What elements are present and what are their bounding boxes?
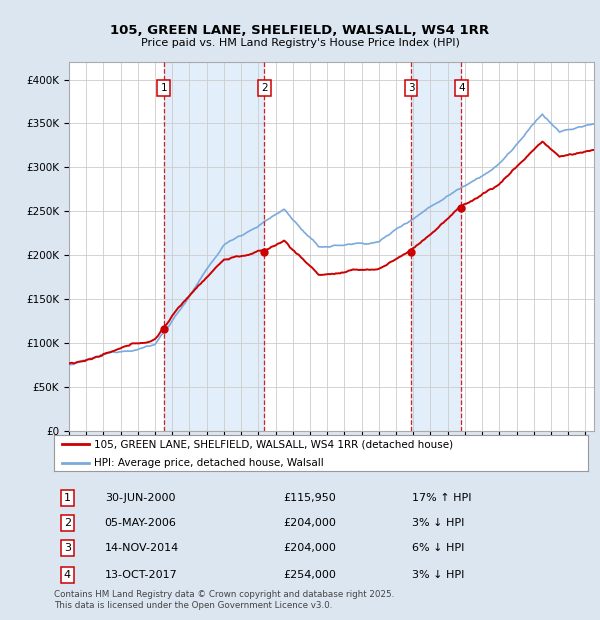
Text: 3% ↓ HPI: 3% ↓ HPI <box>412 570 464 580</box>
Text: 4: 4 <box>64 570 71 580</box>
Text: 105, GREEN LANE, SHELFIELD, WALSALL, WS4 1RR (detached house): 105, GREEN LANE, SHELFIELD, WALSALL, WS4… <box>94 439 453 450</box>
Text: 2: 2 <box>64 518 71 528</box>
Text: 3: 3 <box>64 543 71 554</box>
Text: 05-MAY-2006: 05-MAY-2006 <box>105 518 176 528</box>
Text: 105, GREEN LANE, SHELFIELD, WALSALL, WS4 1RR: 105, GREEN LANE, SHELFIELD, WALSALL, WS4… <box>110 25 490 37</box>
Text: £115,950: £115,950 <box>284 493 337 503</box>
Text: 14-NOV-2014: 14-NOV-2014 <box>105 543 179 554</box>
Text: 1: 1 <box>64 493 71 503</box>
Text: 13-OCT-2017: 13-OCT-2017 <box>105 570 178 580</box>
Text: £204,000: £204,000 <box>284 518 337 528</box>
Text: 1: 1 <box>160 83 167 94</box>
Text: £204,000: £204,000 <box>284 543 337 554</box>
Text: 3% ↓ HPI: 3% ↓ HPI <box>412 518 464 528</box>
Text: 30-JUN-2000: 30-JUN-2000 <box>105 493 175 503</box>
Text: HPI: Average price, detached house, Walsall: HPI: Average price, detached house, Wals… <box>94 458 324 468</box>
Text: 4: 4 <box>458 83 464 94</box>
Text: Contains HM Land Registry data © Crown copyright and database right 2025.
This d: Contains HM Land Registry data © Crown c… <box>54 590 394 609</box>
Text: £254,000: £254,000 <box>284 570 337 580</box>
Text: 6% ↓ HPI: 6% ↓ HPI <box>412 543 464 554</box>
Text: 17% ↑ HPI: 17% ↑ HPI <box>412 493 471 503</box>
Text: Price paid vs. HM Land Registry's House Price Index (HPI): Price paid vs. HM Land Registry's House … <box>140 38 460 48</box>
Text: 2: 2 <box>261 83 268 94</box>
Bar <box>411 62 461 431</box>
Text: 3: 3 <box>408 83 415 94</box>
Bar <box>164 62 265 431</box>
